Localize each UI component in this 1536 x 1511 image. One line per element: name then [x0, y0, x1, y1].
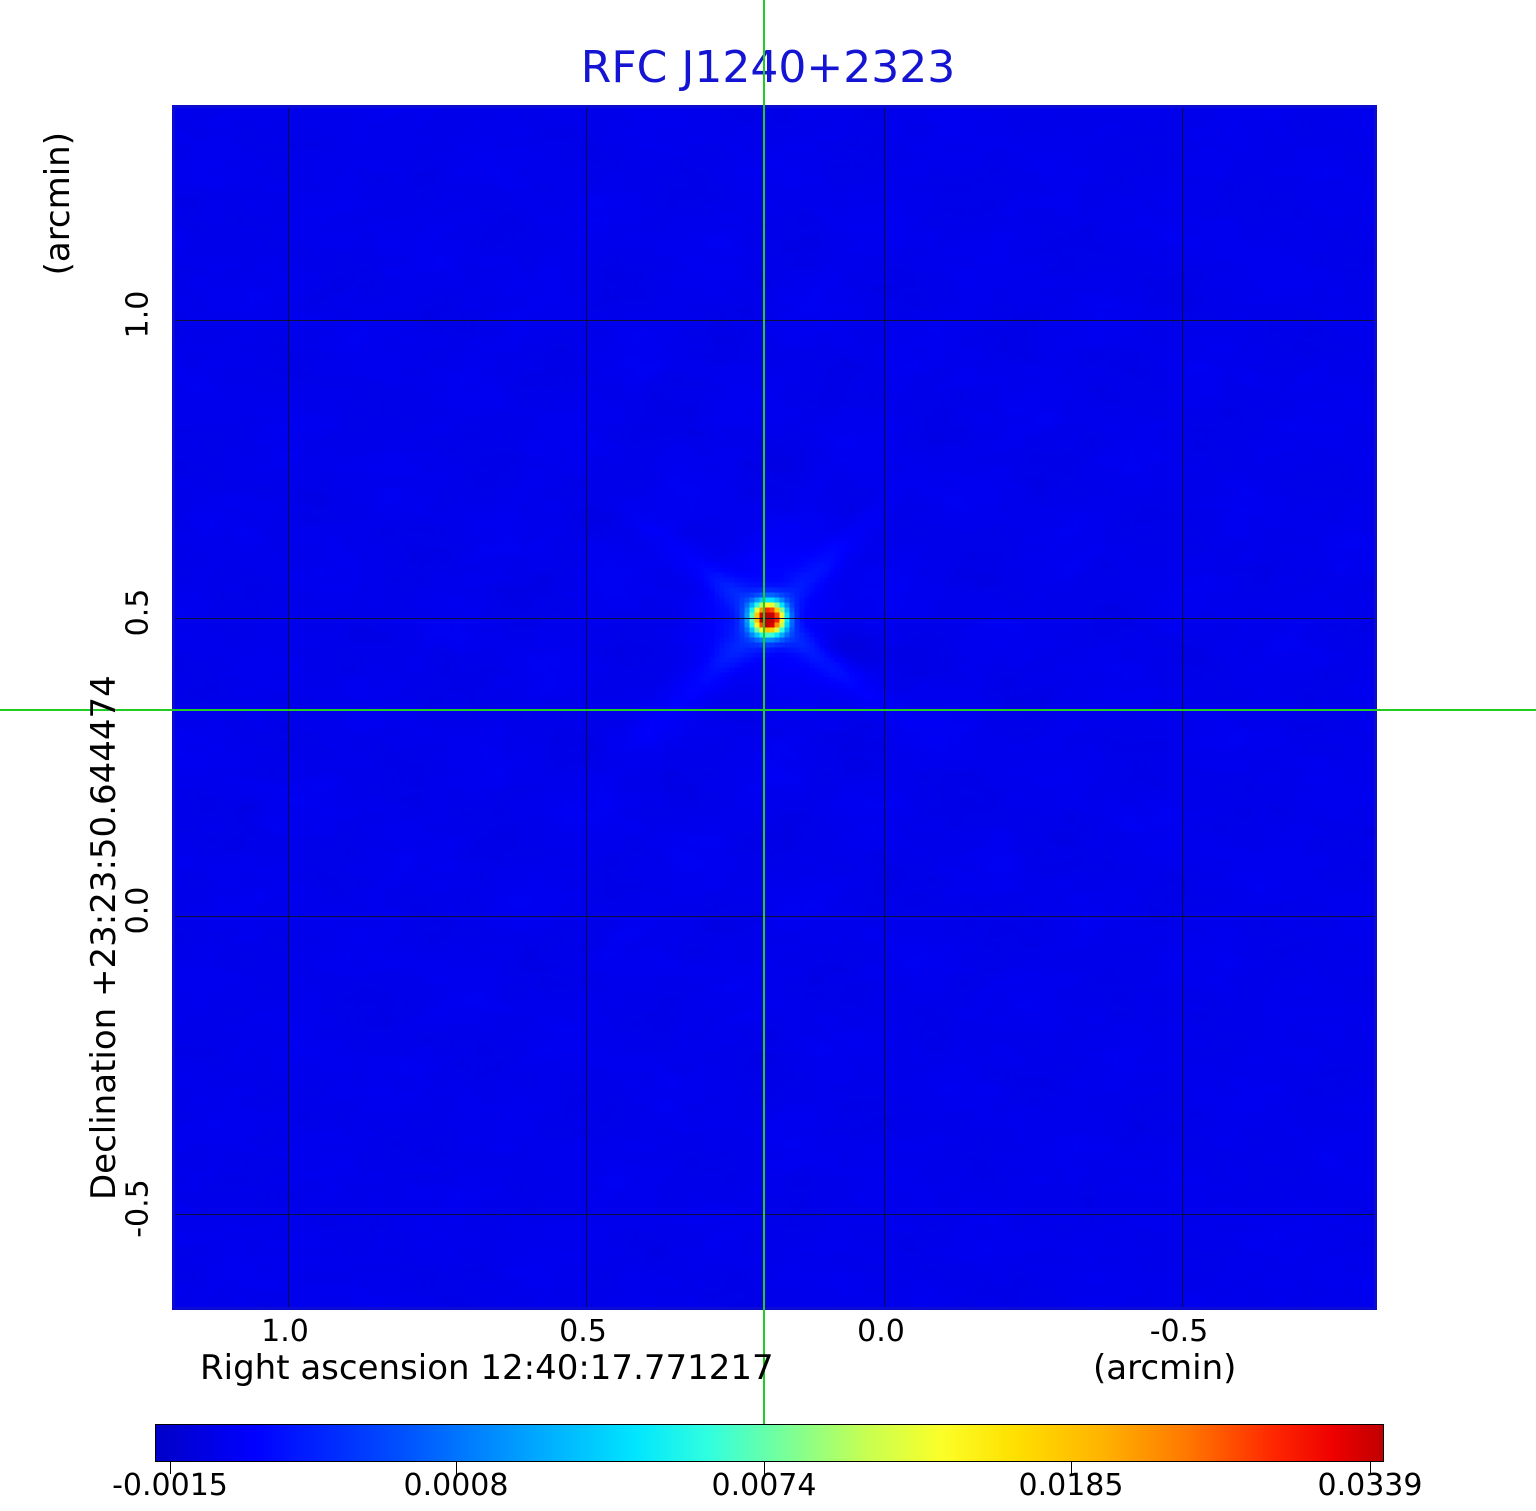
colorbar-tick-mark [1071, 1462, 1072, 1474]
crosshair-horizontal-line[interactable] [0, 709, 1536, 711]
colorbar[interactable] [155, 1424, 1384, 1462]
colorbar-tick-label: 0.0008 [403, 1468, 509, 1503]
x-axis-units: (arcmin) [1093, 1348, 1237, 1388]
y-axis-label: Declination +23:23:50.644474 [84, 675, 124, 1200]
page-title: RFC J1240+2323 [580, 42, 956, 93]
x-axis-label: Right ascension 12:40:17.771217 [200, 1348, 774, 1388]
radio-map-canvas [175, 108, 1374, 1307]
y-tick-label: 1.0 [120, 290, 156, 339]
y-tick-label: 0.0 [120, 886, 156, 935]
colorbar-tick-mark [456, 1462, 457, 1474]
colorbar-tick-mark [170, 1462, 171, 1474]
y-tick-label: -0.5 [120, 1179, 156, 1238]
y-axis-units: (arcmin) [38, 132, 78, 276]
crosshair-vertical-line[interactable] [763, 0, 765, 1424]
y-tick-label: 0.5 [120, 588, 156, 637]
colorbar-tick-label: 0.0185 [1018, 1468, 1124, 1503]
colorbar-tick-mark [764, 1462, 765, 1474]
x-tick-label: 0.5 [559, 1314, 607, 1349]
x-tick-label: 0.0 [857, 1314, 905, 1349]
colorbar-tick-label: 0.0074 [711, 1468, 817, 1503]
colorbar-tick-mark [1370, 1462, 1371, 1474]
colorbar-tick-label: 0.0339 [1317, 1468, 1423, 1503]
x-tick-label: -0.5 [1149, 1314, 1209, 1349]
x-tick-label: 1.0 [261, 1314, 309, 1349]
sky-image-panel[interactable] [172, 105, 1377, 1310]
colorbar-tick-label: -0.0015 [112, 1468, 228, 1503]
